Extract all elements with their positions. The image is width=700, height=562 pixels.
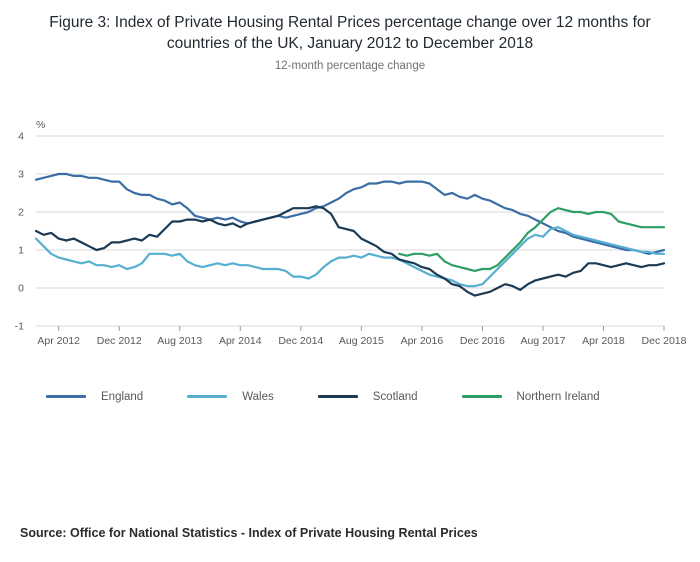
legend-item-northern-ireland: Northern Ireland bbox=[461, 390, 600, 403]
x-tick-label: Dec 2014 bbox=[278, 335, 323, 347]
figure-page: Figure 3: Index of Private Housing Renta… bbox=[0, 13, 700, 562]
y-tick-label: 0 bbox=[18, 282, 24, 294]
x-tick-label: Dec 2012 bbox=[97, 335, 142, 347]
y-tick-label: 4 bbox=[18, 130, 24, 142]
y-tick-label: 1 bbox=[18, 244, 24, 256]
legend-item-england: England bbox=[46, 391, 143, 403]
x-tick-label: Dec 2016 bbox=[460, 335, 505, 347]
scotland-line-swatch bbox=[317, 395, 358, 399]
x-tick-label: Apr 2018 bbox=[582, 335, 625, 347]
y-axis-unit-label: % bbox=[36, 119, 45, 131]
chart-subtitle: 12-month percentage change bbox=[274, 59, 426, 72]
legend-item-scotland: Scotland bbox=[317, 390, 418, 403]
series-line-northern-ireland bbox=[398, 206, 666, 272]
x-tick-label: Aug 2017 bbox=[520, 335, 565, 347]
x-tick-label: Apr 2014 bbox=[219, 335, 262, 347]
y-tick-label: -1 bbox=[15, 320, 24, 332]
y-tick-label: 3 bbox=[18, 168, 24, 180]
chart-title: Figure 3: Index of Private Housing Renta… bbox=[49, 14, 651, 52]
x-tick-label: Dec 2018 bbox=[642, 335, 687, 347]
chart-area: 4 3 2 1 0 -1% Apr 2012 Dec 2012 Aug 2013 Apr 2014… bbox=[0, 118, 700, 357]
northern-ireland-line-swatch bbox=[461, 395, 502, 399]
x-tick-label: Aug 2013 bbox=[157, 335, 202, 347]
wales-line-swatch bbox=[187, 395, 228, 399]
legend-item-wales: Wales bbox=[187, 391, 274, 403]
legend-label: Scotland bbox=[372, 390, 418, 403]
x-tick-label: Apr 2016 bbox=[401, 335, 444, 347]
legend-label: Wales bbox=[242, 390, 274, 403]
chart-legend: England Wales Scotland Northern Ireland bbox=[46, 391, 700, 403]
series-line-scotland bbox=[34, 205, 666, 297]
y-tick-label: 2 bbox=[18, 206, 24, 218]
series-line-england bbox=[34, 172, 666, 255]
england-line-swatch bbox=[46, 395, 86, 399]
x-tick-label: Apr 2012 bbox=[37, 335, 80, 347]
legend-label: England bbox=[101, 390, 144, 403]
source-attribution: Source: Office for National Statistics -… bbox=[20, 526, 478, 540]
x-tick-label: Aug 2015 bbox=[339, 335, 384, 347]
series-line-wales bbox=[34, 225, 666, 288]
line-chart: 4 3 2 1 0 -1% Apr 2012 Dec 2012 Aug 2013 Apr 2014… bbox=[15, 119, 687, 347]
legend-label: Northern Ireland bbox=[516, 390, 600, 403]
